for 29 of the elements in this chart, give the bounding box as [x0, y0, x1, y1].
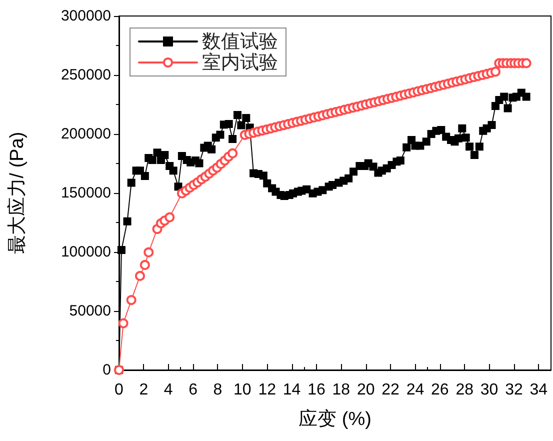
- x-tick-label: 12: [258, 382, 276, 398]
- y-tick-label: 150000: [60, 184, 111, 202]
- x-tick-label: 16: [308, 382, 326, 398]
- x-tick-label: 26: [431, 382, 449, 398]
- x-tick-label: 8: [213, 382, 222, 398]
- legend-label: 数值试验: [202, 30, 278, 52]
- y-tick-label: 100000: [60, 244, 111, 260]
- y-tick-label: 50000: [69, 302, 111, 320]
- x-tick-label: 24: [406, 382, 424, 398]
- x-axis-title: 应变 (%): [298, 408, 372, 430]
- x-tick-label: 20: [356, 382, 375, 398]
- x-tick-label: 2: [139, 382, 148, 398]
- x-tick-label: 30: [480, 382, 498, 398]
- y-tick-label: 250000: [60, 66, 111, 84]
- x-tick-label: 14: [282, 382, 301, 398]
- x-tick-label: 6: [188, 382, 198, 398]
- x-tick-label: 18: [332, 382, 350, 398]
- x-tick-label: 4: [164, 382, 173, 398]
- x-tick-label: 28: [456, 382, 474, 398]
- x-tick-label: 10: [234, 382, 252, 398]
- y-axis-title: 最大应力/ (Pa): [6, 132, 28, 254]
- legend-label: 室内试验: [202, 52, 278, 74]
- y-tick-label: 0: [102, 362, 111, 378]
- x-tick-label: 0: [114, 382, 124, 398]
- x-tick-label: 32: [505, 382, 523, 398]
- x-tick-label: 34: [530, 382, 548, 398]
- x-tick-label: 22: [382, 382, 400, 398]
- y-tick-label: 200000: [60, 126, 111, 142]
- y-tick-label: 300000: [60, 8, 111, 24]
